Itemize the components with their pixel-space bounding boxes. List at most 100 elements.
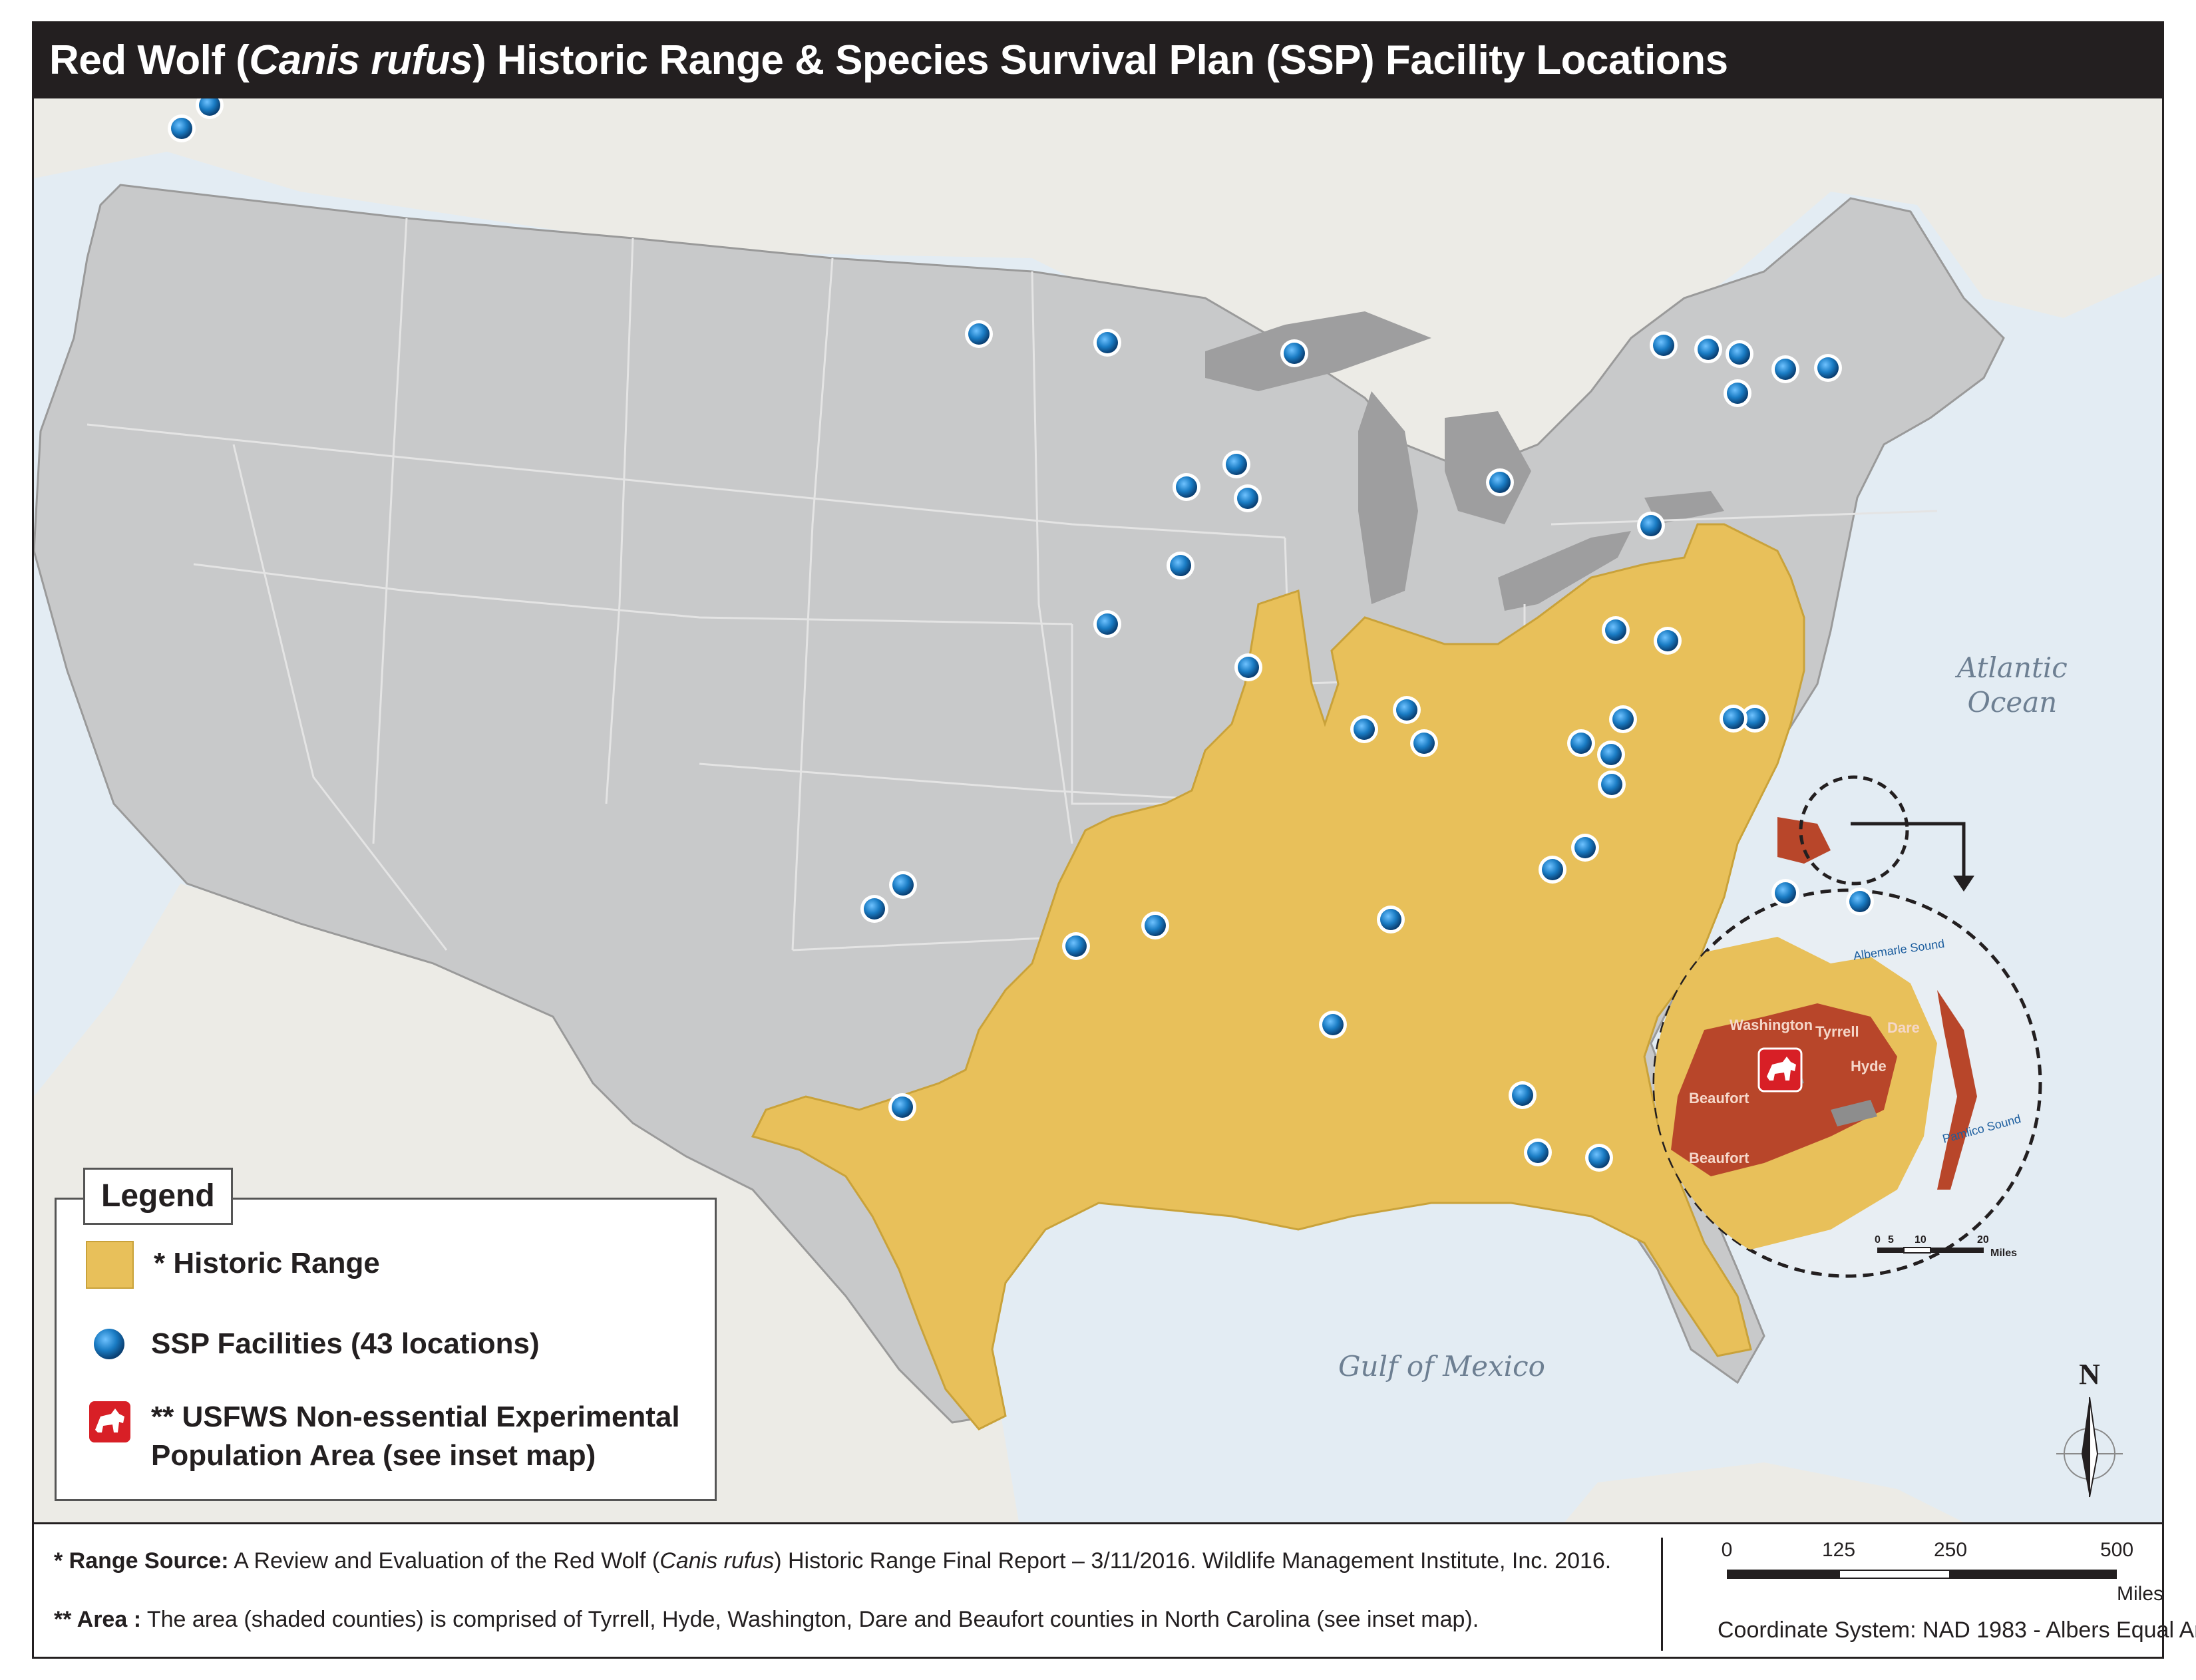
blue-dot-icon [864,898,885,920]
ssp-facility-marker [1602,616,1630,644]
blue-dot-icon [1145,915,1166,936]
blue-dot-icon [91,1325,128,1363]
cuba-land [1564,1462,1964,1522]
ssp-facility-marker [196,98,224,119]
footer: * Range Source: A Review and Evaluation … [32,1522,2196,1659]
inset-county-beaufort-2: Beaufort [1689,1150,1749,1166]
ssp-facility-marker [965,320,993,348]
blue-dot-icon [1380,909,1401,930]
blue-dot-icon [1238,657,1259,678]
blue-dot-icon [1600,744,1622,765]
blue-dot-icon [1729,343,1750,365]
ssp-facility-marker [1234,484,1262,512]
scale-segment-1 [1727,1570,1839,1579]
lake-superior [1205,311,1431,391]
lake-michigan [1358,391,1418,604]
ssp-facility-marker [1410,729,1438,757]
inset-map [1652,888,2042,1278]
compass-icon [2056,1397,2123,1498]
scale-tick-0: 0 [1721,1539,1733,1561]
inset-callout-circle [1799,775,1909,886]
blue-dot-icon [1354,719,1375,740]
inset-scale-tick-10: 10 [1915,1234,1926,1246]
blue-dot-icon [968,323,990,345]
ssp-facility-marker [1771,355,1799,383]
blue-dot-icon [1170,555,1191,576]
ssp-facility-marker [1377,906,1405,933]
legend-item-historic-range: * Historic Range [86,1241,380,1289]
inset-county-dare: Dare [1887,1019,1920,1036]
blue-dot-icon [1849,891,1871,912]
ssp-facility-marker [1771,879,1799,907]
blue-dot-icon [1723,708,1744,729]
wolf-icon [87,1399,133,1445]
ssp-facility-marker [1173,473,1200,501]
ssp-facility-marker [1486,468,1514,496]
blue-dot-icon [1489,472,1511,493]
ssp-facility-marker [1637,512,1665,540]
ssp-facility-marker [1571,834,1599,862]
blue-dot-icon [1322,1014,1344,1035]
experimental-area-main [1777,817,1831,864]
blue-dot-icon [1744,708,1765,729]
ssp-facility-marker [860,895,888,923]
ssp-facility-marker [1539,856,1566,884]
blue-dot-icon [1605,619,1626,641]
ssp-facility-marker [168,114,196,142]
ssp-facility-marker [1654,627,1682,655]
ssp-facility-marker [1694,335,1722,363]
blue-dot-icon [1097,613,1118,635]
north-arrow: N [2050,1357,2129,1504]
range-source-note: * Range Source: A Review and Evaluation … [54,1548,1612,1574]
inset-leader-arrow [1953,876,1974,892]
ssp-facility-marker [1509,1081,1537,1109]
inset-scale-tick-20: 20 [1977,1234,1989,1246]
blue-dot-icon [1657,630,1678,651]
scale-tick-250: 250 [1933,1539,1968,1561]
scale-bar: 0 125 250 500 Miles [1718,1539,2170,1612]
ssp-facility-marker [1350,715,1378,743]
ssp-facility-marker [1567,729,1595,757]
blue-dot-icon [1698,339,1719,360]
legend-item-experimental-area: ** USFWS Non-essential Experimental Popu… [86,1398,680,1475]
inset-leader-line [1851,822,1966,877]
blue-dot-icon [1176,476,1197,498]
scale-segment-3 [1950,1570,2117,1579]
lake-huron [1445,411,1531,524]
ssp-facility-marker [1846,888,1874,916]
blue-dot-icon [1640,515,1662,536]
blue-dot-icon [1653,335,1674,356]
blue-dot-icon [1588,1147,1610,1168]
coordinate-system: Coordinate System: NAD 1983 - Albers Equ… [1718,1617,2196,1643]
atlantic-ocean-label: Atlantic Ocean [1957,651,2068,719]
blue-dot-icon [1396,699,1417,721]
ssp-facility-marker [1393,696,1421,724]
ssp-facility-marker [1062,932,1090,960]
inset-county-beaufort-1: Beaufort [1689,1090,1749,1106]
inset-scale-tick-5: 5 [1888,1234,1894,1246]
legend-label-experimental-area: ** USFWS Non-essential Experimental Popu… [151,1401,680,1472]
wolf-icon [1767,1057,1796,1081]
blue-dot-icon [1237,488,1258,509]
blue-dot-icon [1601,774,1622,795]
ssp-facility-marker [1093,610,1121,638]
ssp-facility-marker [1585,1144,1613,1172]
blue-dot-icon [1097,332,1118,353]
lake-erie [1498,531,1631,611]
ssp-facility-marker [1609,705,1637,733]
scale-tick-125: 125 [1821,1539,1856,1561]
ssp-facility-marker [1319,1011,1347,1039]
ssp-facility-marker [1741,705,1769,733]
scale-tick-500: 500 [2100,1539,2134,1561]
legend: Legend * Historic Range SSP Facilities (… [55,1168,717,1501]
blue-dot-icon [1612,709,1634,730]
blue-dot-icon [892,1096,913,1118]
blue-dot-icon [1413,733,1435,754]
area-note: ** Area : The area (shaded counties) is … [54,1607,1479,1632]
ssp-facility-marker [1280,339,1308,367]
north-label: N [2079,1358,2100,1391]
ssp-facility-marker [1598,770,1626,798]
ssp-facility-marker [1167,552,1194,580]
canada-land [34,98,2162,524]
